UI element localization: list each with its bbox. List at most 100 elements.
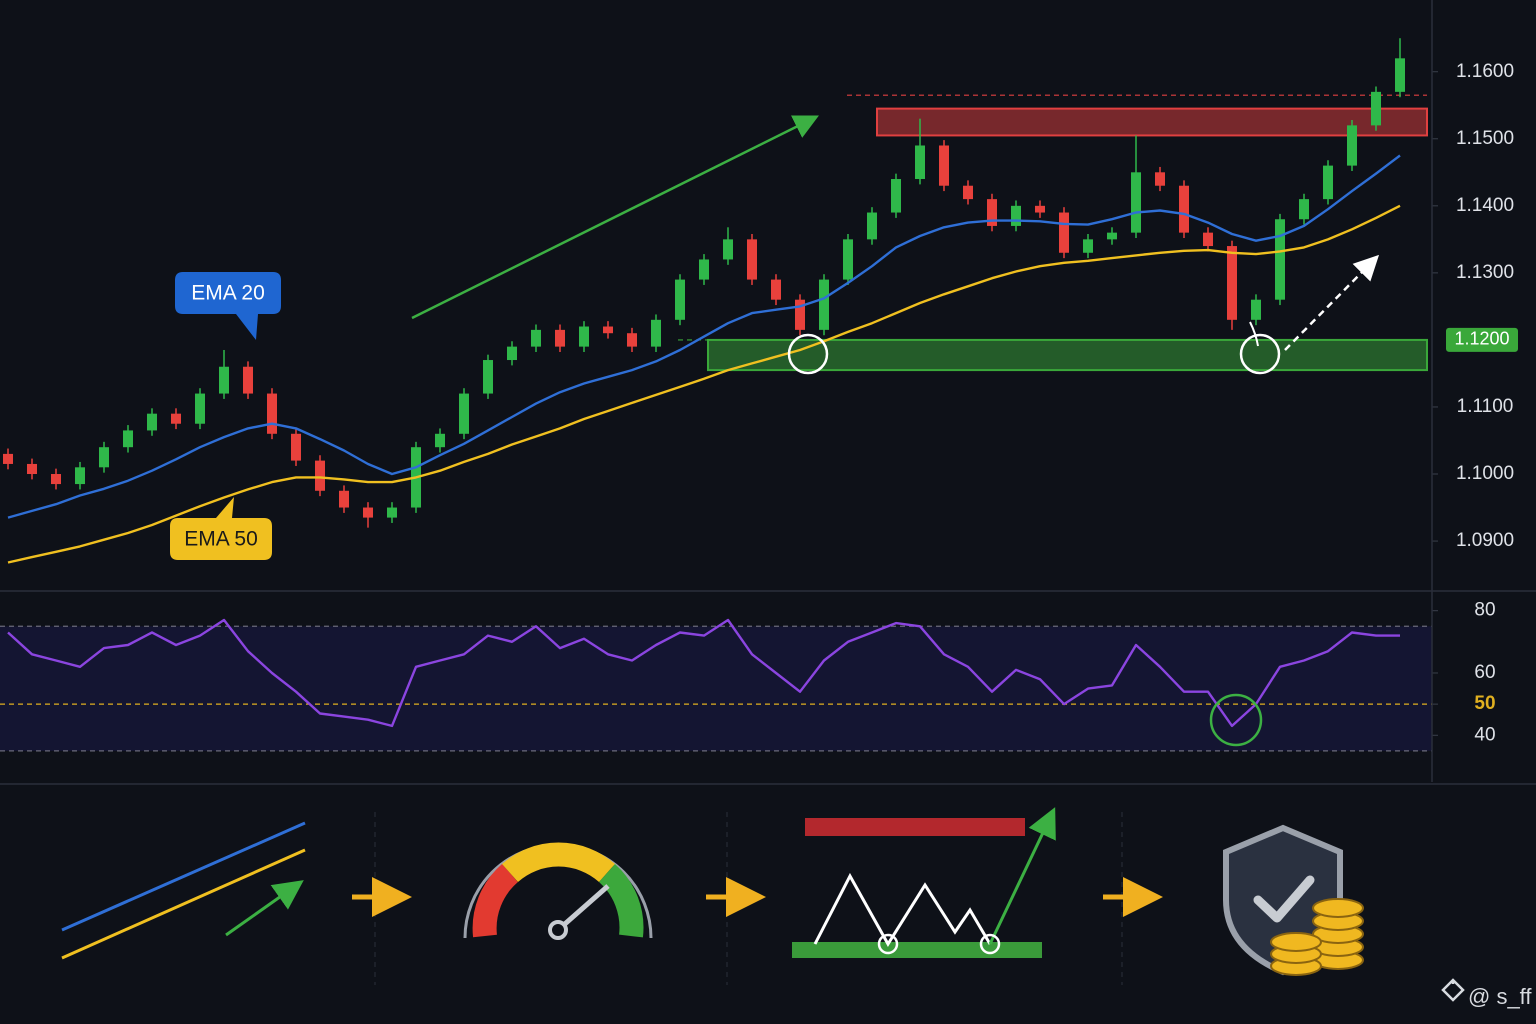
candle-body (1395, 58, 1405, 92)
candle-body (243, 366, 253, 394)
trend-icon-line (61, 821, 306, 932)
rsi-band (0, 626, 1432, 751)
y-tick-label: 40 (1474, 724, 1495, 745)
candle-body (363, 507, 373, 518)
series-line (7, 618, 1400, 728)
candle-body (123, 430, 133, 448)
zigzag (813, 872, 992, 947)
candle-body (1251, 299, 1261, 320)
back-layer (0, 94, 1432, 752)
candle-body (3, 453, 13, 464)
candle-body (291, 433, 301, 461)
y-tick-label: 1.1600 (1456, 61, 1514, 82)
candle-body (843, 239, 853, 280)
coins (1270, 898, 1364, 976)
legend-label: EMA 20 (191, 282, 265, 305)
candle-body (507, 346, 517, 361)
pointer (1249, 321, 1259, 347)
y-tick-label: 1.1000 (1456, 463, 1514, 484)
candle-body (1155, 172, 1165, 186)
bounce-arrow (988, 807, 1056, 945)
candle-body (1299, 199, 1309, 220)
trend-icon-line (61, 848, 306, 960)
candle-body (51, 474, 61, 485)
legend-label: EMA 50 (184, 528, 258, 551)
candle-body (1179, 185, 1189, 233)
y-tick-label: 1.1100 (1457, 396, 1514, 417)
gauge-green (598, 864, 644, 938)
candle-body (819, 279, 829, 330)
touch-circle (787, 333, 829, 375)
candle-body (987, 199, 997, 226)
y-tick-label: 50 (1474, 693, 1495, 714)
candle-body (723, 239, 733, 260)
resistance-icon (805, 818, 1025, 836)
candle-body (651, 319, 661, 347)
zone (876, 107, 1428, 137)
candle-body (603, 326, 613, 334)
candle-body (459, 393, 469, 434)
candle-body (627, 333, 637, 347)
data-layer: 1.1600 1.1500 1.1400 1.1300 1.1100 1.1000 1.09… (3, 38, 1518, 745)
candle-body (939, 145, 949, 186)
candle-body (1347, 125, 1357, 166)
trend-icon-arrow (225, 880, 304, 937)
gauge-hub (548, 920, 568, 940)
candle-body (267, 393, 277, 434)
candle-body (171, 413, 181, 424)
candle-body (75, 467, 85, 485)
breakout-arrow (1284, 254, 1380, 351)
candle-body (387, 507, 397, 518)
touch-icon (877, 933, 899, 955)
candle-body (795, 299, 805, 330)
candle-body (195, 393, 205, 424)
candle-body (1371, 91, 1381, 126)
series-line (7, 154, 1401, 519)
candle-body (891, 179, 901, 213)
candle-body (1131, 172, 1141, 233)
candle-body (747, 239, 757, 280)
candle-body (219, 366, 229, 394)
candle-body (27, 463, 37, 475)
watermark-icon (1441, 978, 1465, 1002)
level-label: 1.1200 (1454, 329, 1509, 349)
y-tick-label: 1.1500 (1456, 128, 1514, 149)
candle-body (1035, 205, 1045, 213)
candle-body (675, 279, 685, 320)
candle-body (339, 490, 349, 508)
check (1253, 875, 1315, 923)
candle-body (771, 279, 781, 300)
candle-body (579, 326, 589, 347)
y-tick-label: 80 (1474, 600, 1495, 621)
candle-body (147, 413, 157, 431)
candle-body (99, 447, 109, 468)
level-badge (1446, 327, 1518, 352)
candle-body (1275, 219, 1285, 300)
candle-body (867, 212, 877, 240)
strategy-strip (61, 807, 1364, 985)
candle-body (483, 360, 493, 394)
candle-body (1011, 205, 1021, 226)
y-tick-label: 60 (1474, 662, 1495, 683)
candle-body (1083, 239, 1093, 253)
candle-body (1203, 232, 1213, 247)
watermark: @ s_ff (1468, 984, 1532, 1009)
support-icon (792, 942, 1042, 958)
y-tick-label: 1.1400 (1456, 195, 1514, 216)
series-line (7, 204, 1401, 564)
y-tick-label: 1.0900 (1456, 530, 1514, 551)
candle-body (1059, 212, 1069, 253)
y-tick-label: 1.1300 (1456, 262, 1514, 283)
touch-icon (979, 933, 1001, 955)
candle-body (531, 329, 541, 347)
candle-body (1227, 246, 1237, 320)
candle-body (435, 433, 445, 448)
ema20-callout (175, 272, 281, 340)
candle-body (1107, 232, 1117, 240)
candle-body (699, 259, 709, 280)
candle-body (555, 329, 565, 347)
rsi-circle (1209, 693, 1263, 747)
gauge-red (472, 863, 519, 938)
